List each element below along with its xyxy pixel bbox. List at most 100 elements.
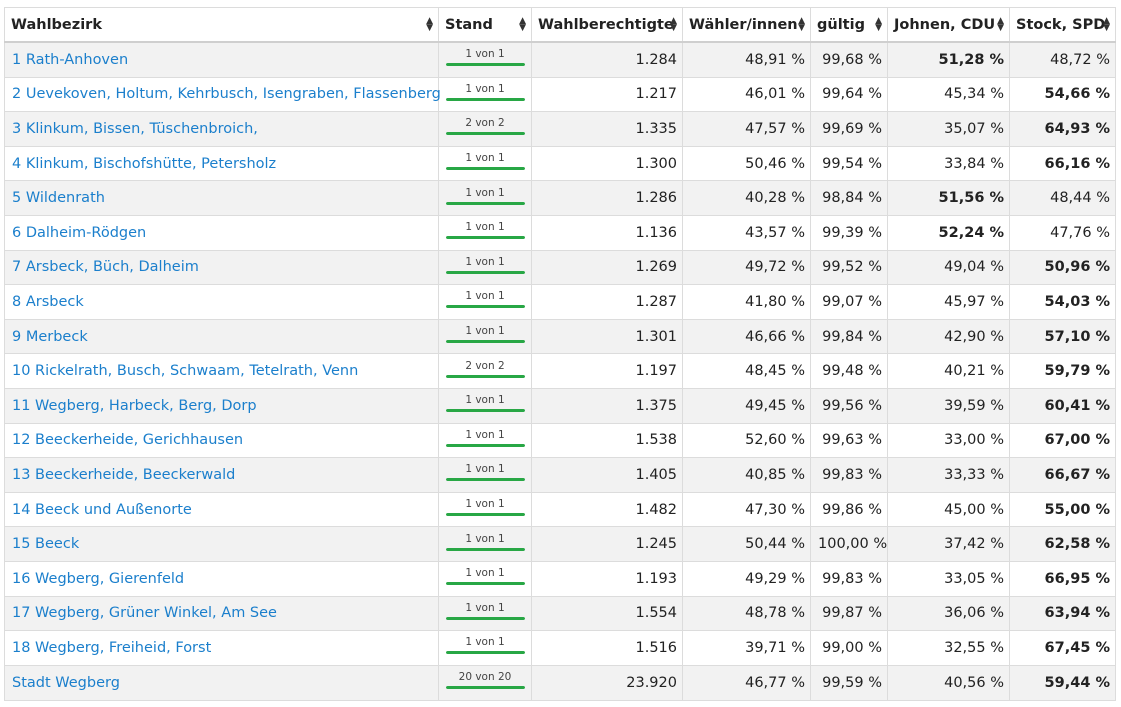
header-johnen-cdu[interactable]: Johnen, CDU ▲ ▼	[887, 7, 1010, 43]
spd-cell: 67,00 %	[1009, 422, 1116, 459]
stand-label: 1 von 1	[465, 463, 505, 476]
spd-cell: 60,41 %	[1009, 387, 1116, 424]
district-cell: 4 Klinkum, Bischofshütte, Petersholz	[4, 145, 439, 182]
gueltig-cell: 99,83 %	[810, 457, 888, 493]
waehler-cell: 52,60 %	[682, 422, 811, 459]
stand-cell: 1 von 1	[438, 214, 532, 251]
stand-cell: 1 von 1	[438, 76, 532, 113]
progress-bar-fill	[445, 340, 525, 344]
district-link[interactable]: 7 Arsbeck, Büch, Dalheim	[12, 259, 199, 276]
district-cell: 14 Beeck und Außenorte	[4, 491, 439, 528]
sort-up-down-icon[interactable]: ▲ ▼	[798, 15, 805, 33]
district-link[interactable]: 4 Klinkum, Bischofshütte, Petersholz	[12, 155, 277, 172]
gueltig-cell: 99,54 %	[810, 145, 888, 182]
sort-up-down-icon[interactable]: ▲ ▼	[426, 15, 433, 33]
sort-up-down-icon[interactable]: ▲ ▼	[1103, 15, 1110, 33]
stand-progress: 1 von 1	[445, 463, 525, 486]
district-cell: 10 Rickelrath, Busch, Schwaam, Tetelrath…	[4, 353, 439, 389]
progress-bar-fill	[445, 236, 525, 240]
district-link[interactable]: 2 Uevekoven, Holtum, Kehrbusch, Isengrab…	[12, 86, 441, 103]
stand-cell: 1 von 1	[438, 595, 532, 632]
header-stock-spd[interactable]: Stock, SPD ▲ ▼	[1009, 7, 1116, 43]
progress-bar	[445, 686, 525, 690]
header-wahlbezirk[interactable]: Wahlbezirk ▲ ▼	[4, 7, 439, 43]
sort-up-down-icon[interactable]: ▲ ▼	[670, 15, 677, 33]
district-link[interactable]: 1 Rath-Anhoven	[12, 51, 129, 68]
wahlberechtigte-cell: 1.335	[531, 111, 683, 147]
header-waehler[interactable]: Wähler/innen ▲ ▼	[682, 7, 811, 43]
stand-label: 1 von 1	[465, 325, 505, 338]
progress-bar	[445, 167, 525, 171]
gueltig-cell: 99,52 %	[810, 249, 888, 286]
district-link[interactable]: 5 Wildenrath	[12, 190, 105, 207]
district-cell: 9 Merbeck	[4, 318, 439, 355]
stand-label: 20 von 20	[458, 671, 512, 684]
stand-progress: 1 von 1	[445, 290, 525, 313]
stand-progress: 1 von 1	[445, 325, 525, 348]
district-link[interactable]: 6 Dalheim-Rödgen	[12, 224, 147, 241]
stand-label: 2 von 2	[465, 359, 505, 372]
table-row: 16 Wegberg, Gierenfeld 1 von 1 1.193 49,29 …	[4, 560, 1116, 597]
progress-bar-fill	[445, 686, 525, 690]
progress-bar-fill	[445, 409, 525, 413]
district-link[interactable]: 11 Wegberg, Harbeck, Berg, Dorp	[12, 397, 257, 414]
table-row: 9 Merbeck 1 von 1 1.301 46,66 % 99,84 % 42,90…	[4, 318, 1116, 355]
wahlberechtigte-cell: 1.193	[531, 560, 683, 597]
district-cell: 12 Beeckerheide, Gerichhausen	[4, 422, 439, 459]
stand-progress: 1 von 1	[445, 187, 525, 210]
sort-up-down-icon[interactable]: ▲ ▼	[875, 15, 882, 33]
progress-bar	[445, 547, 525, 551]
stand-label: 1 von 1	[465, 290, 505, 303]
spd-cell: 62,58 %	[1009, 526, 1116, 562]
district-link[interactable]: 8 Arsbeck	[12, 293, 84, 310]
district-link[interactable]: 9 Merbeck	[12, 328, 88, 345]
header-wahlberechtigte[interactable]: Wahlberechtigte ▲ ▼	[531, 7, 683, 43]
district-cell: 7 Arsbeck, Büch, Dalheim	[4, 249, 439, 286]
cdu-cell: 52,24 %	[887, 214, 1010, 251]
district-link[interactable]: 17 Wegberg, Grüner Winkel, Am See	[12, 605, 277, 622]
cdu-cell: 45,00 %	[887, 491, 1010, 528]
progress-bar	[445, 374, 525, 378]
results-table-container: Wahlbezirk ▲ ▼ Stand ▲ ▼ Wahlberechtigte ▲ ▼ W…	[4, 7, 1116, 701]
table-row: 10 Rickelrath, Busch, Schwaam, Tetelrath…	[4, 353, 1116, 389]
stand-label: 1 von 1	[465, 498, 505, 511]
table-row: 3 Klinkum, Bissen, Tüschenbroich, 2 von 2…	[4, 111, 1116, 147]
district-link[interactable]: 3 Klinkum, Bissen, Tüschenbroich,	[12, 120, 258, 137]
table-row: 5 Wildenrath 1 von 1 1.286 40,28 % 98,84 % 51…	[4, 180, 1116, 216]
header-label: gültig	[817, 16, 865, 33]
sort-up-down-icon[interactable]: ▲ ▼	[997, 15, 1004, 33]
waehler-cell: 48,45 %	[682, 353, 811, 389]
district-link[interactable]: Stadt Wegberg	[12, 674, 120, 691]
progress-bar	[445, 305, 525, 309]
progress-bar-fill	[445, 478, 525, 482]
wahlberechtigte-cell: 1.269	[531, 249, 683, 286]
stand-label: 1 von 1	[465, 636, 505, 649]
waehler-cell: 50,44 %	[682, 526, 811, 562]
cdu-cell: 45,97 %	[887, 284, 1010, 320]
table-row: 14 Beeck und Außenorte 1 von 1 1.482 47,30 …	[4, 491, 1116, 528]
wahlberechtigte-cell: 1.286	[531, 180, 683, 216]
gueltig-cell: 99,87 %	[810, 595, 888, 632]
district-link[interactable]: 16 Wegberg, Gierenfeld	[12, 570, 185, 587]
district-link[interactable]: 18 Wegberg, Freiheid, Forst	[12, 639, 212, 656]
district-link[interactable]: 12 Beeckerheide, Gerichhausen	[12, 432, 244, 449]
wahlberechtigte-cell: 1.287	[531, 284, 683, 320]
progress-bar-fill	[445, 443, 525, 447]
wahlberechtigte-cell: 1.405	[531, 457, 683, 493]
wahlberechtigte-cell: 1.284	[531, 41, 683, 78]
district-cell: 15 Beeck	[4, 526, 439, 562]
spd-cell: 47,76 %	[1009, 214, 1116, 251]
spd-cell: 64,93 %	[1009, 111, 1116, 147]
district-link[interactable]: 15 Beeck	[12, 536, 80, 553]
district-link[interactable]: 13 Beeckerheide, Beeckerwald	[12, 466, 236, 483]
district-link[interactable]: 14 Beeck und Außenorte	[12, 501, 192, 518]
stand-label: 1 von 1	[465, 82, 505, 95]
gueltig-cell: 99,84 %	[810, 318, 888, 355]
sort-up-down-icon[interactable]: ▲ ▼	[519, 15, 526, 33]
stand-label: 1 von 1	[465, 532, 505, 545]
district-link[interactable]: 10 Rickelrath, Busch, Schwaam, Tetelrath…	[12, 363, 359, 380]
header-gueltig[interactable]: gültig ▲ ▼	[810, 7, 888, 43]
gueltig-cell: 99,83 %	[810, 560, 888, 597]
header-stand[interactable]: Stand ▲ ▼	[438, 7, 532, 43]
stand-label: 1 von 1	[465, 152, 505, 165]
